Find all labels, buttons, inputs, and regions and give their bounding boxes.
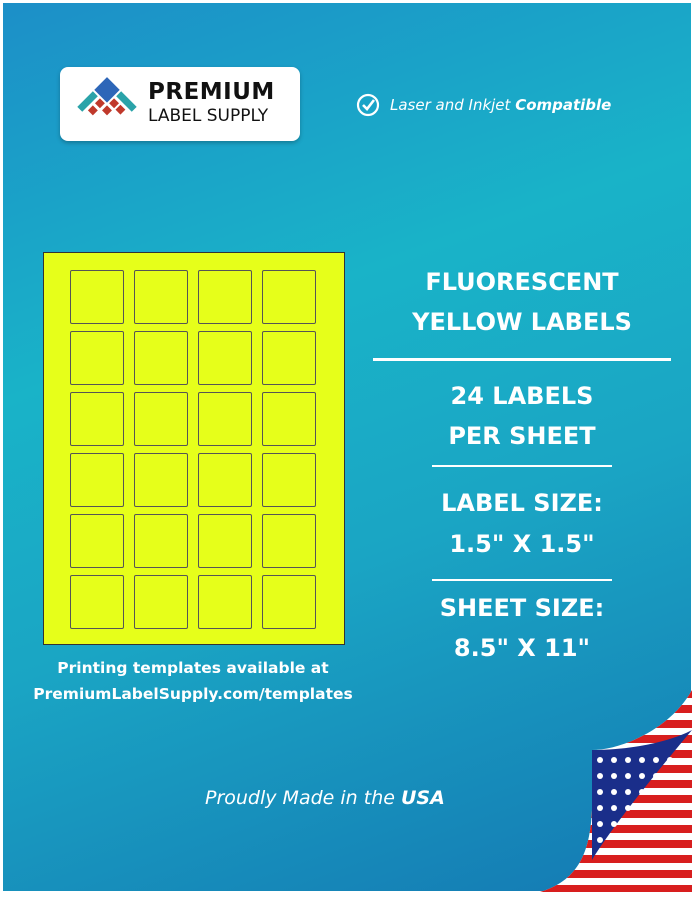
divider	[432, 579, 612, 581]
flag-star	[597, 821, 603, 827]
compat-text: Laser and Inkjet	[390, 96, 516, 114]
sheet-size-value: 8.5" X 11"	[453, 634, 591, 662]
label-cell	[198, 270, 252, 324]
flag-stripe	[540, 825, 692, 833]
label-cell	[134, 453, 188, 507]
label-cell	[70, 514, 124, 568]
count-line-2: PER SHEET	[448, 422, 596, 450]
label-cell	[198, 575, 252, 629]
brand-logo: PREMIUM LABEL SUPPLY	[60, 67, 300, 141]
flag-stripe	[540, 885, 692, 892]
label-cell	[70, 575, 124, 629]
label-cell	[70, 392, 124, 446]
flag-star	[625, 805, 631, 811]
label-cell	[198, 514, 252, 568]
label-cell	[134, 270, 188, 324]
flag-star	[625, 789, 631, 795]
us-flag-icon	[540, 690, 692, 892]
label-cell	[262, 453, 316, 507]
label-sheet	[43, 252, 345, 645]
flag-star	[611, 789, 617, 795]
divider	[432, 465, 612, 467]
flag-stripe	[540, 855, 692, 863]
flag-star	[625, 757, 631, 763]
flag-stripe	[540, 690, 692, 698]
flag-star	[597, 789, 603, 795]
flag-stripe	[540, 720, 692, 728]
label-cell	[134, 514, 188, 568]
compat-bold: Compatible	[515, 96, 612, 114]
flag-star	[611, 805, 617, 811]
flag-star	[597, 773, 603, 779]
label-cell	[198, 453, 252, 507]
label-size-heading: LABEL SIZE:	[441, 489, 603, 517]
label-cell	[134, 575, 188, 629]
templates-note: Printing templates available at PremiumL…	[18, 655, 368, 707]
label-cell	[262, 575, 316, 629]
flag-star	[625, 773, 631, 779]
divider	[373, 358, 671, 361]
label-cell	[70, 270, 124, 324]
made-in-usa: Proudly Made in the USA	[205, 787, 445, 809]
usa-bold: USA	[400, 787, 445, 809]
flag-star	[653, 773, 659, 779]
usa-text: Proudly Made in the	[205, 787, 401, 809]
flag-star	[611, 821, 617, 827]
compatibility-note: Laser and Inkjet Compatible	[356, 93, 611, 117]
flag-star	[639, 789, 645, 795]
count-line-1: 24 LABELS	[450, 382, 594, 410]
flag-stripe	[540, 870, 692, 878]
templates-url: PremiumLabelSupply.com/templates	[33, 685, 353, 703]
flag-star	[597, 837, 603, 843]
flag-stripe	[540, 840, 692, 848]
check-circle-icon	[356, 93, 380, 117]
flag-star	[667, 757, 673, 763]
logo-text-premium: PREMIUM	[148, 79, 275, 105]
label-size-value: 1.5" X 1.5"	[449, 530, 595, 558]
flag-star	[639, 773, 645, 779]
label-cell	[134, 331, 188, 385]
label-cell	[134, 392, 188, 446]
flag-star	[611, 757, 617, 763]
label-cell	[262, 392, 316, 446]
title-line-2: YELLOW LABELS	[412, 308, 632, 336]
templates-line-1: Printing templates available at	[57, 659, 329, 677]
logo-mark-icon	[77, 77, 137, 116]
label-cell	[198, 392, 252, 446]
logo-text-label-supply: LABEL SUPPLY	[148, 106, 269, 126]
label-cell	[70, 331, 124, 385]
label-cell	[262, 514, 316, 568]
flag-star	[611, 773, 617, 779]
label-cell	[198, 331, 252, 385]
flag-stripe	[540, 705, 692, 713]
label-cell	[70, 453, 124, 507]
flag-star	[653, 757, 659, 763]
flag-star	[639, 757, 645, 763]
sheet-size-heading: SHEET SIZE:	[439, 594, 605, 622]
flag-star	[597, 757, 603, 763]
label-cell	[262, 270, 316, 324]
title-line-1: FLUORESCENT	[425, 268, 619, 296]
flag-star	[597, 805, 603, 811]
label-cell	[262, 331, 316, 385]
